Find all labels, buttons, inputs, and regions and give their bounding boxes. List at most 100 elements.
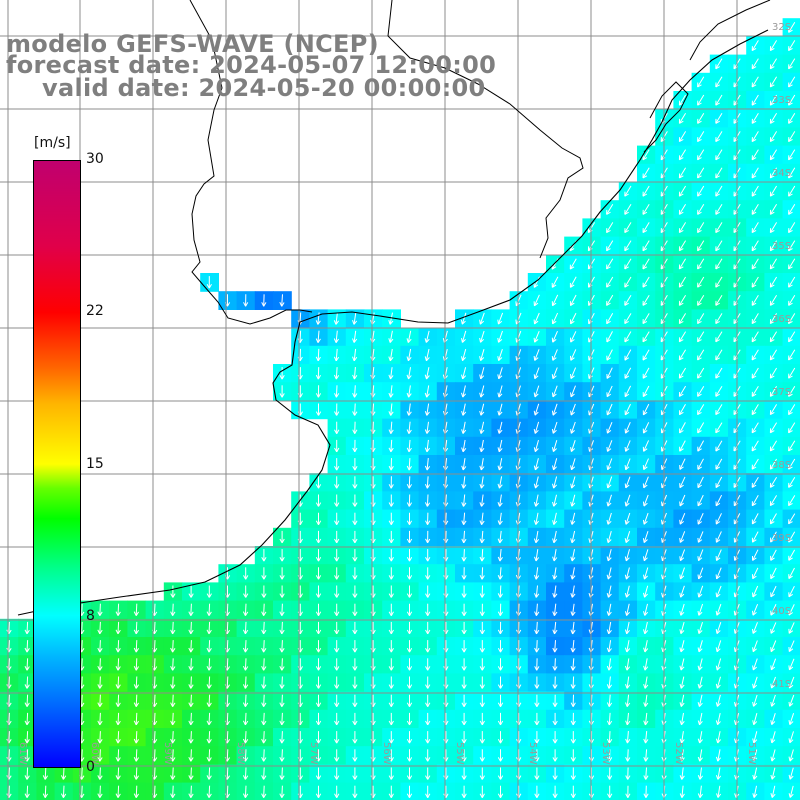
wind-arrow <box>715 767 722 780</box>
wind-arrow <box>261 731 267 744</box>
wind-arrow <box>788 331 796 343</box>
wind-arrow <box>751 513 759 525</box>
wind-arrow <box>606 422 613 434</box>
wind-arrow <box>679 785 685 798</box>
wind-arrow <box>606 694 613 707</box>
coastline <box>17 29 769 616</box>
wind-arrow <box>606 258 614 270</box>
wind-arrow <box>697 749 703 762</box>
wind-arrow <box>697 313 705 325</box>
wind-arrow <box>769 149 778 161</box>
wind-arrow <box>352 767 358 780</box>
wind-arrow <box>642 403 650 416</box>
wind-arrow <box>679 476 686 489</box>
wind-arrow <box>188 640 194 653</box>
wind-arrow <box>406 330 412 343</box>
longitude-label: 54W <box>527 742 538 765</box>
wind-arrow <box>788 513 796 525</box>
wind-arrow <box>24 694 30 707</box>
wind-arrow <box>461 403 467 416</box>
wind-arrow <box>643 694 649 707</box>
wind-arrow <box>788 658 795 671</box>
wind-arrow <box>388 567 394 580</box>
wind-arrow <box>769 276 778 288</box>
wind-arrow <box>624 458 631 471</box>
wind-arrow <box>788 349 796 361</box>
longitude-label: 59W <box>162 742 173 765</box>
wind-arrow <box>388 603 394 616</box>
wind-arrow <box>425 785 431 798</box>
wind-arrow <box>606 403 613 416</box>
wind-arrow <box>552 458 558 471</box>
wind-arrow <box>188 603 194 616</box>
wind-arrow <box>406 385 412 398</box>
wind-arrow <box>388 348 394 362</box>
wind-arrow <box>170 694 176 707</box>
wind-arrow <box>279 749 285 762</box>
wind-arrow <box>188 585 194 598</box>
wind-arrow <box>678 112 687 124</box>
wind-arrow <box>624 567 630 580</box>
wind-arrow <box>715 603 722 616</box>
wind-arrow <box>570 476 576 489</box>
wind-arrow <box>715 349 723 361</box>
wind-arrow <box>315 530 322 544</box>
wind-arrow <box>479 349 485 361</box>
wind-arrow <box>242 767 249 780</box>
wind-arrow <box>425 767 431 780</box>
wind-arrow <box>769 240 778 252</box>
longitude-label: 53W <box>600 742 611 765</box>
wind-arrow <box>642 422 650 434</box>
wind-arrow <box>24 640 30 653</box>
wind-arrow <box>479 367 485 380</box>
wind-arrow <box>188 785 194 798</box>
wind-arrow <box>606 440 613 452</box>
wind-arrow <box>188 712 194 726</box>
wind-arrow <box>533 421 540 434</box>
wind-arrow <box>642 258 650 270</box>
wind-arrow <box>279 549 285 562</box>
wind-arrow <box>461 676 467 689</box>
wind-arrow <box>461 330 467 343</box>
wind-arrow <box>642 276 650 288</box>
wind-arrow <box>769 258 778 270</box>
wind-arrow <box>406 403 412 416</box>
wind-arrow <box>388 403 394 416</box>
wind-arrow <box>788 76 796 88</box>
wind-arrow <box>352 530 358 544</box>
wind-arrow <box>461 549 467 562</box>
wind-arrow <box>261 640 267 653</box>
wind-arrow <box>315 749 322 762</box>
wind-arrow <box>715 694 721 707</box>
wind-arrow <box>479 476 485 489</box>
wind-arrow <box>279 731 285 744</box>
wind-arrow <box>552 767 558 780</box>
wind-arrow <box>751 367 759 379</box>
wind-arrow <box>788 567 795 580</box>
wind-arrow <box>607 749 613 762</box>
wind-arrow <box>461 712 467 726</box>
wind-arrow <box>697 112 705 124</box>
wind-arrow <box>261 749 267 762</box>
wind-arrow <box>425 621 431 635</box>
wind-arrow <box>788 222 796 234</box>
wind-arrow <box>24 676 30 689</box>
wind-arrow <box>679 694 685 707</box>
wind-arrow <box>461 439 467 453</box>
wind-arrow <box>679 749 685 762</box>
wind-arrow <box>643 640 649 653</box>
latitude-label: 36S <box>772 314 791 325</box>
latitude-label: 38S <box>772 460 791 471</box>
wind-arrow <box>624 185 632 197</box>
wind-arrow <box>751 458 759 470</box>
wind-arrow <box>115 658 121 671</box>
wind-arrow <box>133 767 140 780</box>
wind-arrow <box>279 767 285 780</box>
wind-arrow <box>388 476 394 489</box>
wind-arrow <box>788 640 795 652</box>
wind-arrow <box>642 385 650 398</box>
wind-arrow <box>315 312 321 325</box>
wind-arrow <box>570 785 576 798</box>
wind-arrow <box>770 785 776 798</box>
wind-arrow <box>678 367 687 379</box>
